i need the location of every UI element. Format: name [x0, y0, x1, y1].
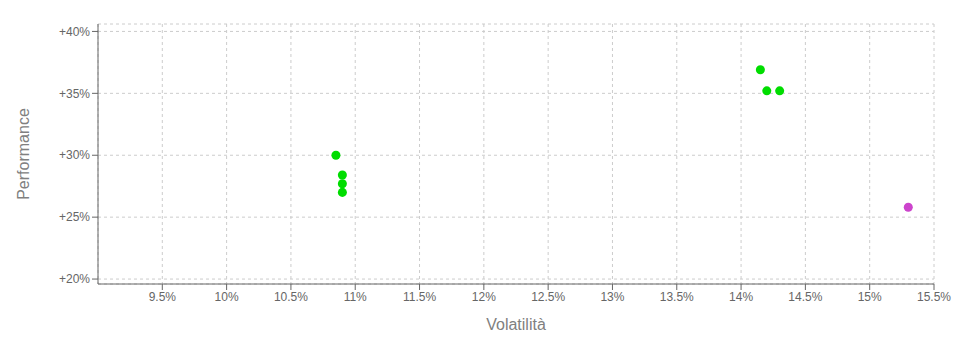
svg-text:14%: 14%: [729, 290, 753, 304]
svg-text:Performance: Performance: [15, 108, 32, 200]
svg-text:+20%: +20%: [59, 272, 90, 286]
svg-text:10%: 10%: [215, 290, 239, 304]
svg-text:+30%: +30%: [59, 148, 90, 162]
svg-text:13%: 13%: [600, 290, 624, 304]
svg-text:14.5%: 14.5%: [788, 290, 822, 304]
svg-text:12.5%: 12.5%: [531, 290, 565, 304]
svg-text:10.5%: 10.5%: [274, 290, 308, 304]
svg-text:+40%: +40%: [59, 25, 90, 39]
svg-text:12%: 12%: [472, 290, 496, 304]
svg-text:+25%: +25%: [59, 210, 90, 224]
svg-text:Volatilità: Volatilità: [486, 316, 546, 333]
svg-text:9.5%: 9.5%: [149, 290, 177, 304]
svg-text:11.5%: 11.5%: [403, 290, 436, 304]
svg-text:15.5%: 15.5%: [917, 290, 951, 304]
svg-text:15%: 15%: [858, 290, 882, 304]
svg-text:13.5%: 13.5%: [660, 290, 694, 304]
svg-text:+35%: +35%: [59, 87, 90, 101]
svg-text:11%: 11%: [344, 290, 367, 304]
